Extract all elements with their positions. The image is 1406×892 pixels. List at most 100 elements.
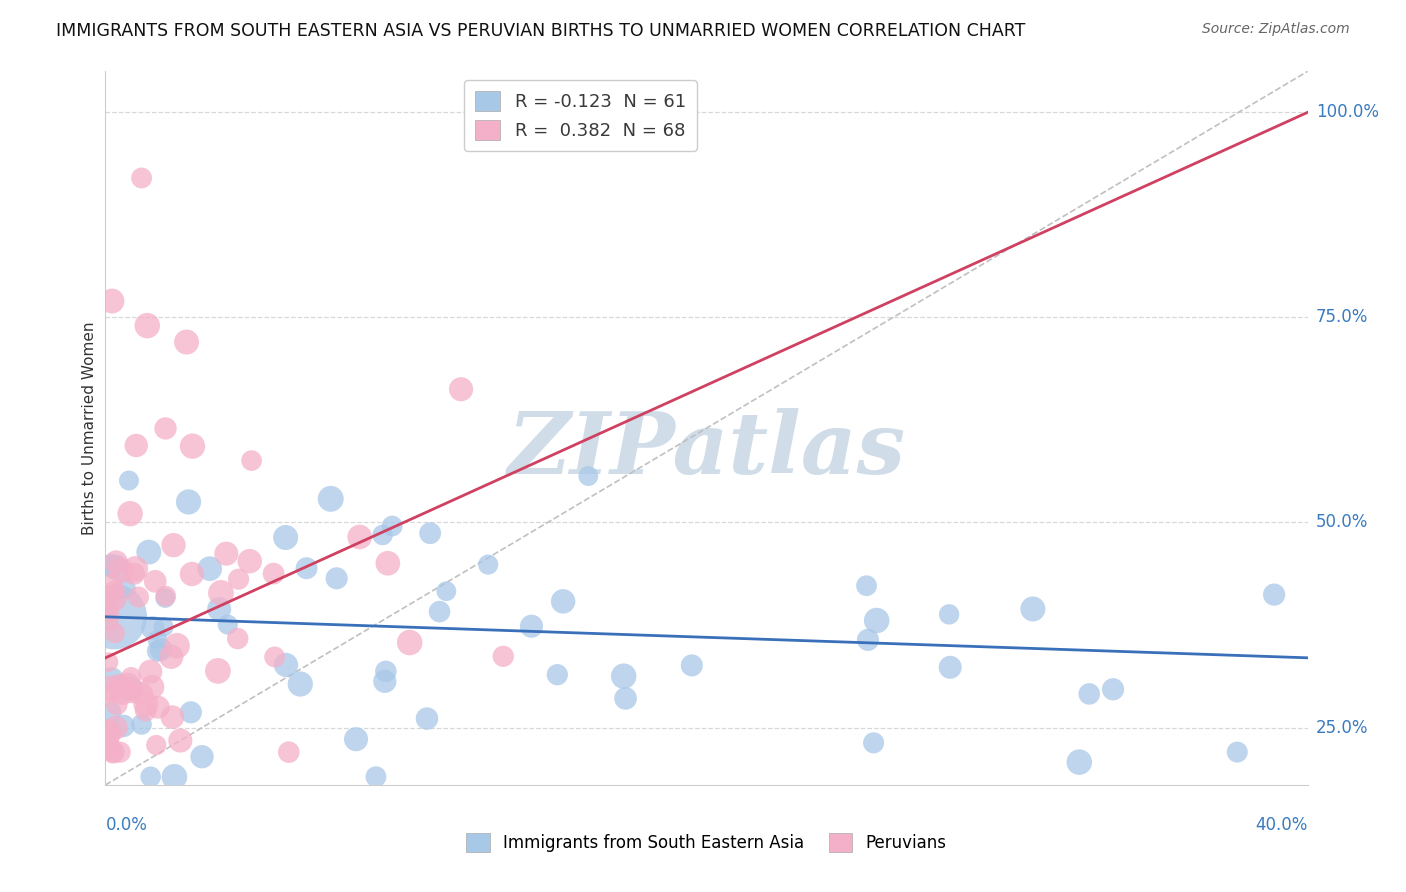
Point <box>101 681 124 695</box>
Point <box>138 545 160 559</box>
Point <box>162 710 184 724</box>
Point <box>263 566 285 581</box>
Text: ZIPatlas: ZIPatlas <box>508 408 905 491</box>
Point <box>153 591 176 605</box>
Point <box>100 685 122 699</box>
Point <box>117 678 139 692</box>
Point <box>97 605 120 619</box>
Point <box>274 657 297 672</box>
Point <box>477 558 499 572</box>
Legend: Immigrants from South Eastern Asia, Peruvians: Immigrants from South Eastern Asia, Peru… <box>460 827 953 859</box>
Point <box>429 605 451 619</box>
Point <box>1226 745 1249 759</box>
Point <box>100 705 122 719</box>
Point <box>97 594 120 608</box>
Point <box>325 571 347 585</box>
Point <box>398 635 420 649</box>
Point <box>145 738 167 752</box>
Point <box>416 712 439 726</box>
Point <box>105 697 128 711</box>
Point <box>553 594 575 608</box>
Point <box>576 469 599 483</box>
Point <box>450 382 472 396</box>
Point <box>139 770 162 784</box>
Point <box>613 669 636 683</box>
Point <box>142 621 165 635</box>
Point <box>104 721 127 735</box>
Text: 75.0%: 75.0% <box>1316 309 1368 326</box>
Point <box>1078 687 1101 701</box>
Point <box>862 736 884 750</box>
Point <box>110 564 132 578</box>
Point <box>135 698 157 712</box>
Point <box>148 700 170 714</box>
Point <box>207 664 229 678</box>
Point <box>208 602 231 616</box>
Point <box>118 683 141 698</box>
Text: 100.0%: 100.0% <box>1316 103 1379 121</box>
Point <box>295 561 318 575</box>
Point <box>191 749 214 764</box>
Point <box>125 438 148 452</box>
Point <box>181 566 204 581</box>
Point <box>364 770 387 784</box>
Point <box>120 507 142 521</box>
Point <box>546 667 568 681</box>
Point <box>131 171 153 186</box>
Point <box>290 677 312 691</box>
Point <box>162 538 184 552</box>
Point <box>492 649 515 664</box>
Point <box>122 566 145 581</box>
Point <box>209 586 232 600</box>
Point <box>215 547 238 561</box>
Point <box>114 582 136 596</box>
Point <box>166 639 188 653</box>
Point <box>228 572 250 586</box>
Point <box>97 725 120 739</box>
Point <box>177 495 200 509</box>
Point <box>381 519 404 533</box>
Point <box>263 649 285 664</box>
Point <box>866 614 889 628</box>
Point <box>856 632 879 647</box>
Text: 25.0%: 25.0% <box>1316 719 1368 737</box>
Point <box>97 614 120 628</box>
Point <box>146 644 169 658</box>
Point <box>103 591 125 606</box>
Point <box>143 574 166 589</box>
Point <box>198 562 221 576</box>
Point <box>105 560 128 574</box>
Point <box>108 677 131 691</box>
Point <box>374 674 396 689</box>
Point <box>131 687 153 701</box>
Point <box>226 632 249 646</box>
Text: 40.0%: 40.0% <box>1256 816 1308 834</box>
Point <box>150 642 173 657</box>
Point <box>1102 682 1125 697</box>
Point <box>141 680 163 694</box>
Point <box>101 745 124 759</box>
Point <box>97 740 120 755</box>
Point <box>319 491 342 506</box>
Text: 0.0%: 0.0% <box>105 816 148 834</box>
Point <box>614 691 637 706</box>
Point <box>240 453 263 467</box>
Point <box>239 554 262 568</box>
Point <box>103 609 125 624</box>
Point <box>112 719 135 733</box>
Point <box>97 733 120 747</box>
Point <box>419 526 441 541</box>
Point <box>139 665 162 679</box>
Point <box>939 660 962 674</box>
Point <box>121 686 143 700</box>
Point <box>371 528 394 542</box>
Point <box>97 655 120 669</box>
Point <box>146 632 169 647</box>
Point <box>1069 755 1091 769</box>
Point <box>855 579 877 593</box>
Point <box>105 555 128 569</box>
Point <box>104 583 127 598</box>
Point <box>180 706 202 720</box>
Point <box>160 649 183 664</box>
Point <box>104 626 127 640</box>
